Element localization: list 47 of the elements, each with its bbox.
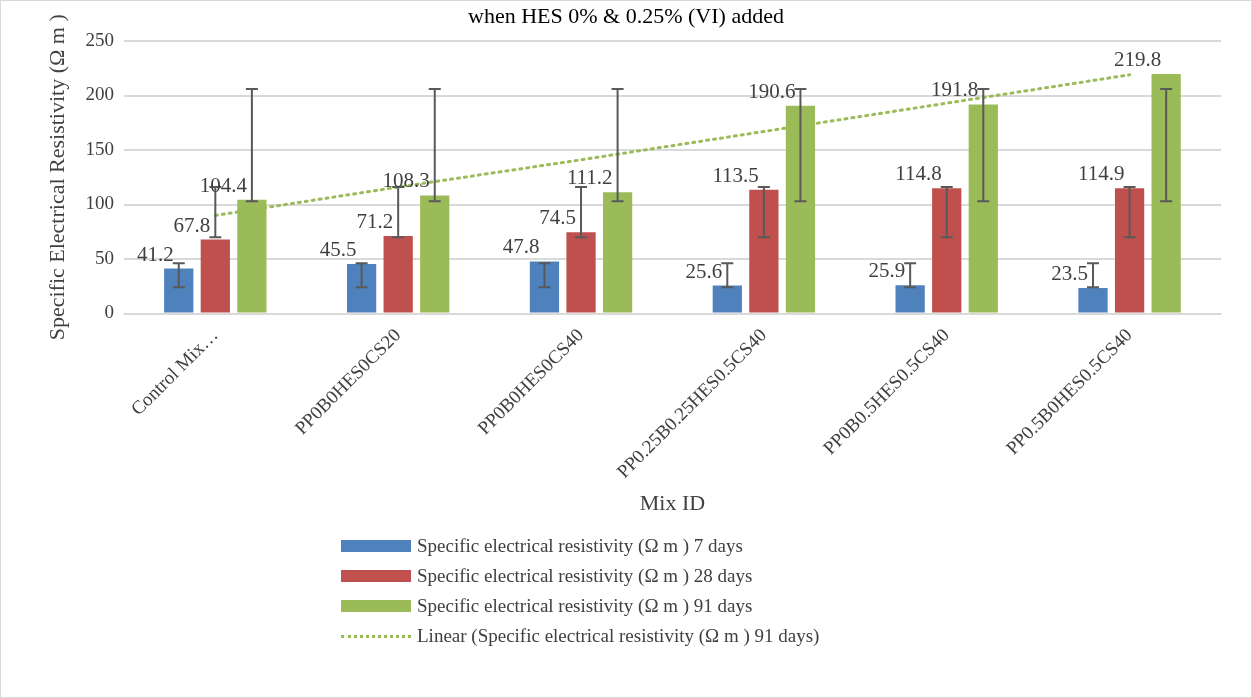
data-label: 190.6 <box>748 78 796 103</box>
bar <box>968 104 998 313</box>
bar <box>164 268 194 313</box>
bar <box>1078 287 1108 313</box>
data-label: 67.8 <box>173 212 211 237</box>
bar <box>1151 73 1181 313</box>
data-label: 45.5 <box>319 236 357 261</box>
data-label: 47.8 <box>502 234 540 259</box>
data-label: 113.5 <box>712 162 759 187</box>
legend-label: Specific electrical resistivity (Ω m ) 7 days <box>417 535 743 557</box>
data-label: 23.5 <box>1051 260 1089 285</box>
bar <box>420 195 450 313</box>
data-label: 41.2 <box>137 241 174 266</box>
chart-title: when HES 0% & 0.25% (VI) added <box>468 3 784 28</box>
data-label: 25.9 <box>868 258 906 283</box>
y-tick-label: 0 <box>104 301 114 323</box>
data-label: 25.6 <box>685 258 723 283</box>
bar <box>529 261 560 313</box>
bar <box>895 285 925 313</box>
y-tick-label: 100 <box>85 192 114 214</box>
x-axis-title: Mix ID <box>639 489 706 515</box>
bar <box>383 235 413 313</box>
data-label: 219.8 <box>1113 46 1162 71</box>
legend-label: Specific electrical resistivity (Ω m ) 91 days <box>417 595 753 617</box>
bar <box>602 192 633 313</box>
y-axis-title: Specific Electrical Resistivity (Ω m ) <box>43 14 69 341</box>
y-tick-label: 200 <box>85 83 114 105</box>
data-label: 114.9 <box>1078 161 1125 186</box>
data-label: 108.3 <box>382 168 430 193</box>
data-label: 111.2 <box>566 165 613 190</box>
y-tick-label: 50 <box>94 246 114 268</box>
bar <box>200 239 230 313</box>
data-label: 71.2 <box>356 208 394 233</box>
data-label: 104.4 <box>199 172 248 197</box>
bar <box>346 263 377 313</box>
y-tick-label: 250 <box>85 28 114 50</box>
data-label: 114.8 <box>895 161 942 186</box>
y-tick-label: 150 <box>85 137 114 159</box>
bar <box>712 285 742 313</box>
legend-label: Specific electrical resistivity (Ω m ) 28 days <box>417 565 753 587</box>
legend-label: Linear (Specific electrical resistivity (Ω m ) 91 days) <box>417 625 820 647</box>
data-label: 191.8 <box>931 77 979 102</box>
bar <box>749 189 779 313</box>
bar <box>932 188 962 313</box>
data-label: 74.5 <box>539 205 577 230</box>
bar <box>566 232 596 313</box>
bar <box>1114 188 1145 313</box>
